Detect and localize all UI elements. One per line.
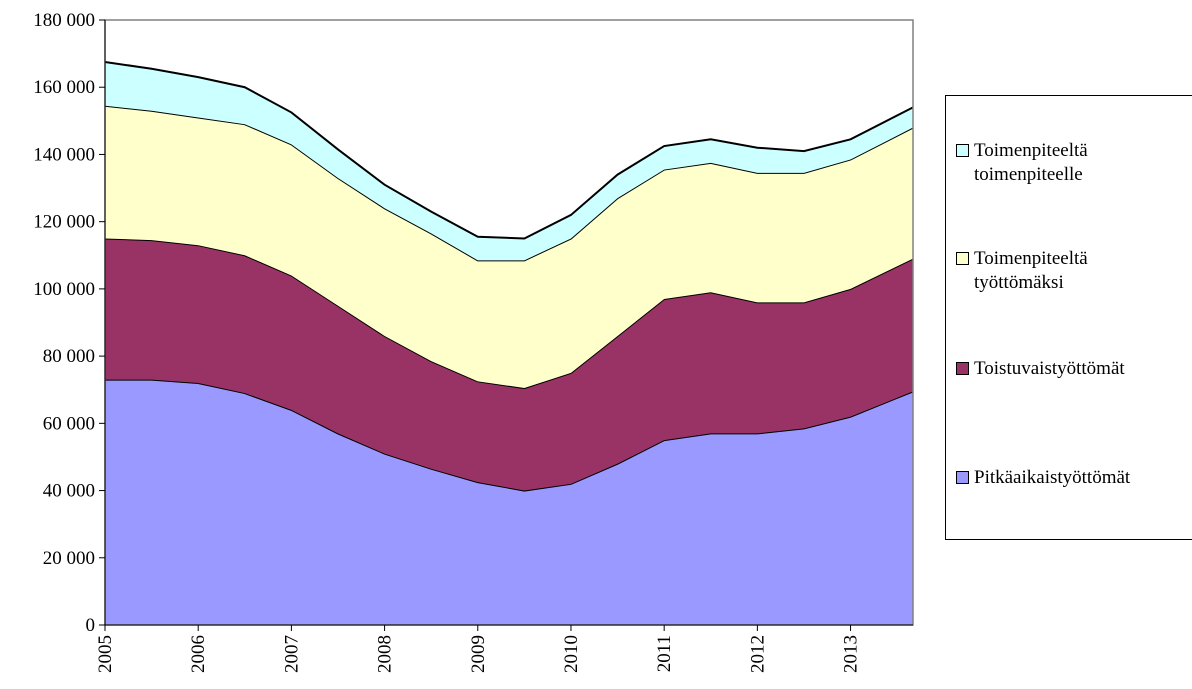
legend-label: Toistuvaistyöttömät — [974, 358, 1125, 379]
legend-item: Toimenpiteeltä työttömäksi — [956, 247, 1192, 295]
y-tick-label: 80 000 — [43, 346, 95, 367]
legend-item: Toimenpiteeltä toimenpiteelle — [956, 139, 1192, 187]
area-fill — [105, 105, 913, 389]
legend-label: Pitkäaikaistyöttömät — [974, 467, 1131, 488]
y-tick-label: 20 000 — [43, 548, 95, 569]
legend-swatch — [956, 252, 969, 265]
y-tick-label: 180 000 — [33, 10, 95, 31]
legend-swatch — [956, 471, 969, 484]
y-tick-label: 60 000 — [43, 413, 95, 434]
y-tick-label: 100 000 — [33, 279, 95, 300]
y-tick-label: 160 000 — [33, 77, 95, 98]
x-tick-label: 2007 — [281, 635, 302, 673]
x-tick-label: 2005 — [95, 635, 116, 673]
y-tick-label: 140 000 — [33, 144, 95, 165]
area-fill — [105, 62, 913, 261]
x-tick-label: 2008 — [375, 635, 396, 673]
x-tick-label: 2012 — [747, 635, 768, 673]
y-tick-label: 120 000 — [33, 212, 95, 233]
x-tick-label: 2013 — [841, 635, 862, 673]
area-fill — [105, 238, 913, 491]
x-tick-label: 2010 — [561, 635, 582, 673]
legend-item: Pitkäaikaistyöttömät — [956, 466, 1192, 490]
area-line — [104, 61, 914, 240]
x-tick-label: 2009 — [468, 635, 489, 673]
legend-swatch — [956, 362, 969, 375]
x-tick-label: 2006 — [188, 635, 209, 673]
area-fill — [105, 379, 913, 625]
legend-swatch — [956, 144, 969, 157]
x-tick-label: 2011 — [654, 635, 675, 672]
y-tick-label: 40 000 — [43, 481, 95, 502]
legend: Pitkäaikaistyöttömät Toistuvaistyöttömät T… — [945, 95, 1192, 540]
legend-label: Toimenpiteeltä toimenpiteelle — [974, 140, 1088, 185]
legend-label: Toimenpiteeltä työttömäksi — [974, 248, 1088, 293]
y-tick-label: 0 — [86, 615, 96, 636]
legend-item: Toistuvaistyöttömät — [956, 357, 1192, 381]
